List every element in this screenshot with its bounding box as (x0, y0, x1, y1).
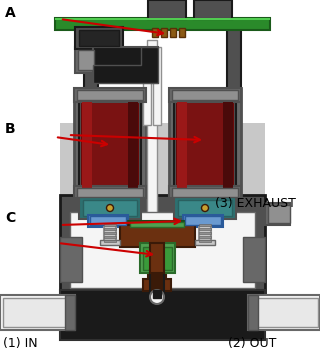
Bar (143, 47, 151, 125)
Bar (172, 188, 238, 197)
Bar (185, 216, 221, 225)
Bar (128, 221, 186, 228)
Bar (88, 215, 128, 227)
Bar (78, 50, 94, 70)
Bar (75, 47, 97, 73)
Bar (147, 40, 157, 215)
Bar (128, 102, 138, 188)
Bar (199, 217, 211, 243)
Bar (104, 236, 116, 238)
Bar (60, 195, 265, 295)
Circle shape (150, 290, 164, 304)
Bar (177, 102, 233, 188)
Bar (174, 95, 236, 193)
Bar (169, 88, 241, 198)
Bar (174, 196, 236, 219)
Bar (248, 295, 258, 330)
Bar (70, 212, 255, 288)
Bar (148, 246, 166, 283)
Bar (227, 27, 241, 125)
Bar (65, 295, 75, 330)
Bar (150, 243, 164, 273)
Bar (161, 28, 167, 37)
Bar (79, 30, 119, 46)
Bar (199, 240, 211, 242)
Bar (104, 224, 116, 226)
Bar (130, 222, 184, 227)
Bar (178, 200, 232, 216)
Bar (265, 203, 290, 225)
Bar (243, 237, 265, 282)
Bar (120, 225, 195, 247)
Bar (0, 295, 75, 330)
Bar (183, 215, 223, 227)
Bar (60, 290, 265, 340)
Bar (75, 27, 123, 49)
Circle shape (202, 204, 209, 212)
Bar (74, 88, 146, 102)
Circle shape (107, 204, 114, 212)
Bar (79, 196, 141, 219)
Bar (104, 232, 116, 234)
Bar (143, 279, 171, 291)
Bar (83, 200, 137, 216)
Bar (169, 186, 241, 198)
Bar (74, 88, 146, 198)
Bar (100, 240, 120, 245)
Bar (177, 102, 187, 188)
Bar (170, 28, 176, 37)
Bar (143, 247, 172, 270)
Polygon shape (93, 47, 158, 83)
Bar (77, 90, 143, 100)
Bar (199, 224, 211, 226)
Text: (1) IN: (1) IN (3, 337, 38, 350)
Bar (79, 95, 141, 193)
Bar (199, 236, 211, 238)
Text: (3) EXHAUST: (3) EXHAUST (215, 197, 296, 210)
Bar (248, 295, 320, 330)
Bar (199, 232, 211, 234)
Bar (82, 102, 92, 188)
Bar (148, 0, 186, 19)
Bar (55, 18, 270, 30)
Bar (84, 27, 98, 125)
Bar (3, 298, 73, 327)
Bar (172, 90, 238, 100)
Bar (153, 47, 161, 125)
Bar (77, 188, 143, 197)
Bar (153, 290, 161, 298)
Text: A: A (5, 6, 16, 20)
Bar (82, 102, 138, 188)
Bar (104, 240, 116, 242)
Bar (93, 47, 158, 83)
Text: C: C (5, 211, 15, 225)
Bar (140, 243, 175, 273)
Bar (268, 205, 290, 223)
Bar (179, 28, 185, 37)
Bar (104, 228, 116, 230)
Bar (60, 237, 82, 282)
Bar (150, 270, 164, 295)
Bar (195, 240, 215, 245)
Text: B: B (5, 122, 16, 136)
Bar (152, 28, 158, 37)
Bar (90, 216, 126, 225)
Bar (104, 217, 116, 243)
Bar (60, 123, 265, 205)
Bar (250, 298, 318, 327)
Bar (74, 186, 146, 198)
Bar (194, 0, 232, 19)
Bar (199, 228, 211, 230)
Bar (55, 18, 270, 20)
Bar (169, 88, 241, 102)
Text: (2) OUT: (2) OUT (228, 337, 276, 350)
Bar (223, 102, 233, 188)
